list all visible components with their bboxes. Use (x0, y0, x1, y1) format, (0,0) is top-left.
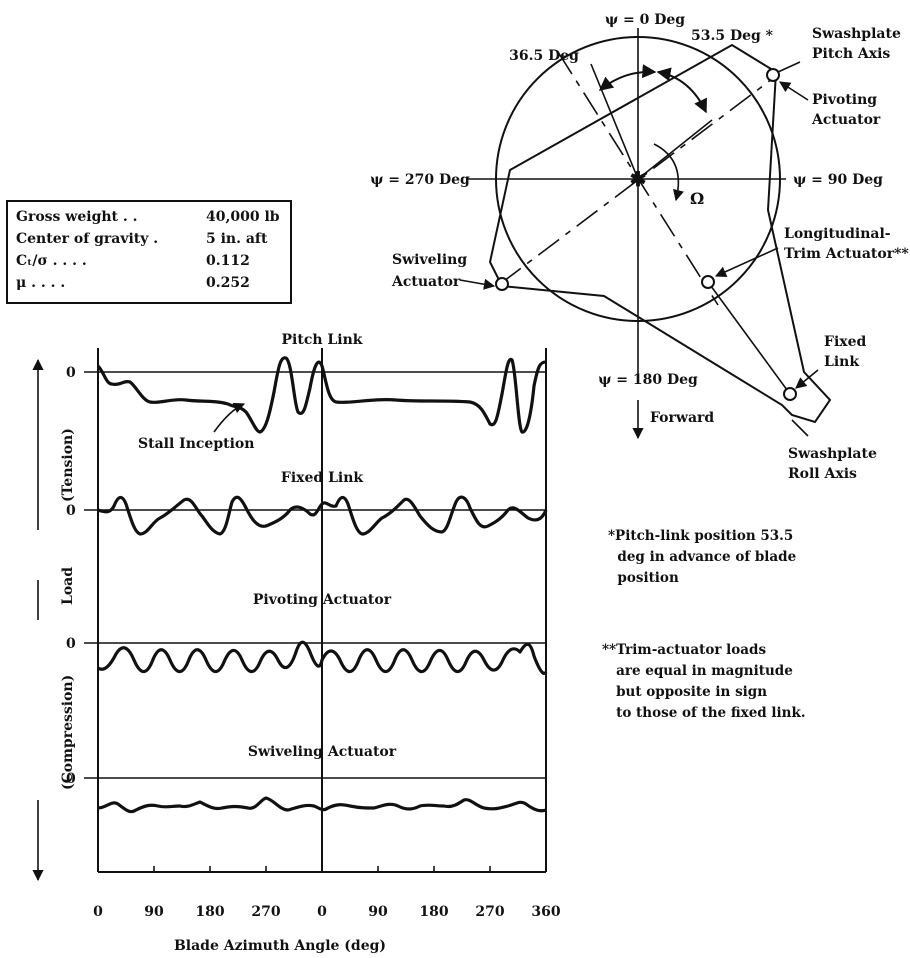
curve-pitch-link (96, 356, 547, 434)
pitch-link-line (637, 119, 713, 180)
angle-arc-36 (598, 64, 657, 91)
label-psi-270: ψ = 270 Deg (370, 172, 470, 188)
center-star-icon: ✱ (630, 167, 647, 191)
label-longitudinal-2: Trim Actuator** (784, 246, 909, 262)
curve-fixed-link (97, 495, 548, 536)
trim-actuator-node (701, 275, 715, 289)
pitch-axis-dashdot (499, 75, 777, 285)
label-swiveling-2: Actuator (391, 274, 461, 290)
label-psi-90: ψ = 90 Deg (793, 172, 883, 188)
label-omega: Ω (690, 189, 704, 208)
x-tick-label: 180 (195, 904, 224, 920)
param-row-advance-ratio: μ . . . . 0.252 (16, 272, 282, 294)
label-swashplate-pitch-2: Pitch Axis (812, 46, 890, 62)
curve-pivoting-actuator (97, 640, 548, 676)
label-swashplate-roll-2: Roll Axis (788, 466, 857, 482)
leader-trim (714, 247, 779, 277)
param-row-center-of-gravity: Center of gravity . 5 in. aft (16, 228, 282, 250)
label-psi-180: ψ = 180 Deg (598, 372, 698, 388)
label-fixed-link-1: Fixed (824, 334, 867, 350)
x-tick-marks (153, 866, 491, 872)
label-angle-53: 53.5 Deg * (691, 28, 774, 44)
leader-swiveling (459, 278, 496, 290)
param-value: 5 in. aft (206, 231, 268, 247)
label-pivoting-2: Actuator (811, 112, 881, 128)
swiveling-actuator-node (495, 277, 509, 291)
fixed-link-node (783, 387, 797, 401)
plot-title-pivoting: Pivoting Actuator (253, 592, 392, 608)
zero-label-pitch-link: 0 (66, 365, 76, 381)
x-tick-label: 0 (317, 904, 327, 920)
x-tick-label: 90 (368, 904, 388, 920)
stall-inception-leader (213, 402, 246, 433)
leader-pivoting (779, 81, 809, 101)
load-plots: 0 0 0 0 Pitch Link Fixed Link Pivoting A… (32, 332, 561, 954)
leader-swashplate-roll (791, 419, 809, 437)
label-longitudinal-1: Longitudinal- (784, 226, 891, 242)
blade-line (590, 63, 639, 180)
param-label: Center of gravity . (16, 231, 159, 247)
footnote-trim-actuator: **Trim-actuator loads are equal in magni… (602, 642, 806, 721)
angle-arc-53 (656, 67, 707, 114)
label-psi-0: ψ = 0 Deg (605, 12, 685, 28)
param-value: 0.252 (206, 275, 250, 291)
label-pivoting-1: Pivoting (812, 92, 877, 108)
x-tick-label: 180 (419, 904, 448, 920)
pivoting-actuator-node (766, 68, 780, 82)
stall-inception-label: Stall Inception (138, 436, 254, 452)
fixed-link-line (707, 281, 791, 395)
x-tick-label: 90 (144, 904, 164, 920)
curve-swiveling-actuator (97, 796, 547, 814)
x-axis-title: Blade Azimuth Angle (deg) (174, 938, 386, 954)
plot-title-fixed-link: Fixed Link (281, 470, 364, 486)
label-fixed-link-2: Link (824, 354, 859, 370)
parameter-table: Gross weight . . 40,000 lb Center of gra… (6, 200, 292, 304)
leader-fixed-link (795, 369, 819, 389)
param-label: Cₜ/σ . . . . (16, 253, 87, 269)
label-angle-36: 36.5 Deg (509, 48, 579, 64)
label-forward: Forward (650, 410, 714, 426)
footnote-pitch-link: *Pitch-link position 53.5 deg in advance… (608, 528, 797, 586)
param-value: 0.112 (206, 253, 250, 269)
param-row-thrust-coefficient: Cₜ/σ . . . . 0.112 (16, 250, 282, 272)
leader-swashplate-pitch (777, 61, 801, 73)
param-label: Gross weight . . (16, 209, 138, 225)
zero-label-pivoting: 0 (66, 636, 76, 652)
plot-title-pitch-link: Pitch Link (282, 332, 363, 348)
x-tick-label: 270 (251, 904, 280, 920)
label-swashplate-pitch-1: Swashplate (812, 26, 901, 42)
rotor-disk-diagram: ✱ ψ = 0 Deg ψ = 270 Deg ψ = 90 Deg ψ = 1… (370, 12, 909, 482)
label-swiveling-1: Swiveling (392, 252, 467, 268)
x-tick-label: 270 (475, 904, 504, 920)
x-tick-label: 360 (531, 904, 560, 920)
plot-title-swiveling: Swiveling Actuator (248, 744, 397, 760)
zero-label-swiveling: 0 (66, 771, 76, 787)
param-row-gross-weight: Gross weight . . 40,000 lb (16, 206, 282, 228)
param-value: 40,000 lb (206, 209, 280, 225)
rotation-arrow (653, 143, 684, 202)
zero-label-fixed-link: 0 (66, 503, 76, 519)
param-label: μ . . . . (16, 275, 66, 291)
swashplate-outline (488, 43, 832, 424)
x-tick-label: 0 (93, 904, 103, 920)
label-swashplate-roll-1: Swashplate (788, 446, 877, 462)
